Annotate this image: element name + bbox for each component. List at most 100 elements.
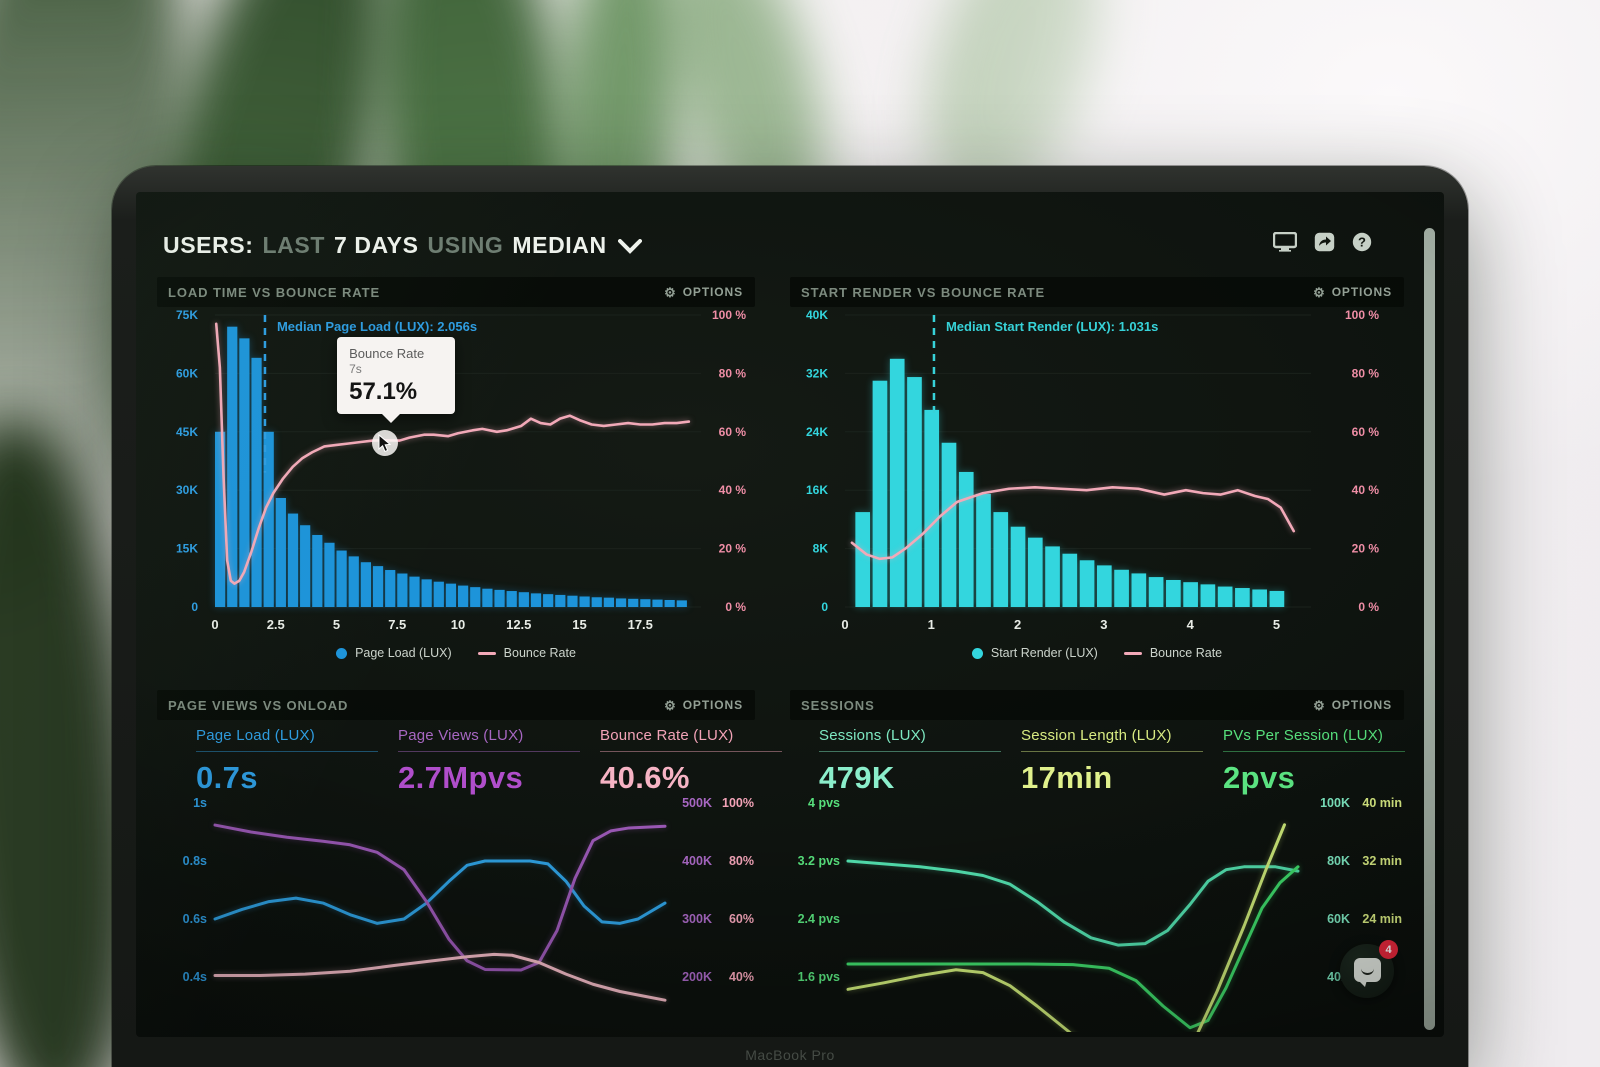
panel-header-start-render: START RENDER VS BOUNCE RATE ⚙ OPTIONS bbox=[790, 277, 1404, 307]
chat-unread-badge: 4 bbox=[1379, 940, 1398, 959]
svg-text:60 %: 60 % bbox=[1352, 425, 1380, 439]
svg-text:17.5: 17.5 bbox=[628, 617, 653, 632]
svg-text:0: 0 bbox=[211, 617, 218, 632]
options-button[interactable]: ⚙ OPTIONS bbox=[664, 697, 743, 713]
svg-text:0.6s: 0.6s bbox=[183, 912, 207, 926]
metric-value: 17min bbox=[1021, 760, 1113, 795]
metric-label: Sessions (LUX) bbox=[819, 727, 927, 744]
svg-text:60%: 60% bbox=[729, 912, 754, 926]
legend-label: Bounce Rate bbox=[1149, 646, 1223, 660]
panel-title: PAGE VIEWS VS ONLOAD bbox=[168, 697, 349, 713]
gear-icon: ⚙ bbox=[1313, 284, 1326, 300]
share-icon[interactable] bbox=[1314, 232, 1335, 252]
svg-text:80%: 80% bbox=[729, 854, 754, 868]
svg-text:4 pvs: 4 pvs bbox=[808, 796, 840, 810]
metrics-sessions-panel: Sessions (LUX) 479K Session Length (LUX) 17… bbox=[819, 727, 1409, 795]
svg-text:45K: 45K bbox=[176, 425, 198, 439]
chart-page-views-vs-onload: 1s 500K 100% 0.8s 400K 80% 0.6s 300K 60% 0.4s 200K… bbox=[157, 795, 755, 1032]
display-icon[interactable] bbox=[1273, 232, 1297, 252]
laptop-brand-label: MacBook Pro bbox=[745, 1047, 835, 1063]
multiline-plot: 4 pvs 100K 40 min 3.2 pvs 80K 32 min 2.4 pvs 60… bbox=[798, 796, 1402, 1032]
svg-text:100 %: 100 % bbox=[712, 308, 746, 322]
legend-swatch bbox=[477, 651, 496, 655]
panel-header-page-views: PAGE VIEWS VS ONLOAD ⚙ OPTIONS bbox=[157, 690, 755, 720]
metric-value: 40.6% bbox=[600, 760, 690, 795]
chevron-down-icon bbox=[617, 239, 642, 254]
svg-text:1.6 pvs: 1.6 pvs bbox=[798, 970, 840, 984]
gear-icon: ⚙ bbox=[664, 697, 677, 713]
svg-text:80 %: 80 % bbox=[1352, 366, 1380, 380]
svg-text:60K: 60K bbox=[176, 366, 198, 380]
chat-widget-button[interactable]: 4 bbox=[1340, 940, 1398, 998]
title-segment: 7 DAYS bbox=[333, 231, 419, 258]
svg-text:2.4 pvs: 2.4 pvs bbox=[798, 912, 840, 926]
vertical-scrollbar[interactable] bbox=[1424, 228, 1435, 1030]
svg-text:15K: 15K bbox=[176, 542, 198, 556]
gear-icon: ⚙ bbox=[664, 284, 677, 300]
svg-text:75K: 75K bbox=[176, 308, 198, 322]
dashboard-screen: USERS: LAST 7 DAYS USING MEDIAN ? bbox=[136, 192, 1444, 1037]
svg-text:80 %: 80 % bbox=[719, 366, 747, 380]
metric-value: 0.7s bbox=[196, 760, 258, 795]
series-line bbox=[213, 859, 667, 925]
series-line bbox=[846, 865, 1300, 1030]
bounce-rate-line bbox=[214, 322, 691, 585]
options-button[interactable]: ⚙ OPTIONS bbox=[1313, 284, 1392, 300]
bounce-rate-line bbox=[850, 485, 1296, 561]
svg-text:15: 15 bbox=[572, 617, 586, 632]
histogram-plot: 75K 60K 45K 30K 15K 0 100 % 80 % 60 % 40 % 20 % 0 %… bbox=[176, 308, 747, 632]
svg-text:60K: 60K bbox=[1327, 912, 1350, 926]
svg-text:0.8s: 0.8s bbox=[183, 854, 207, 868]
metric-card: PVs Per Session (LUX) 2pvs bbox=[1223, 727, 1405, 796]
svg-text:12.5: 12.5 bbox=[506, 617, 531, 632]
svg-text:5: 5 bbox=[1273, 617, 1280, 632]
gear-icon: ⚙ bbox=[1313, 697, 1326, 713]
svg-text:16K: 16K bbox=[806, 483, 828, 497]
svg-text:40 %: 40 % bbox=[719, 483, 747, 497]
svg-text:?: ? bbox=[1358, 235, 1366, 250]
svg-text:200K: 200K bbox=[682, 970, 712, 984]
tooltip-x-value: 7s bbox=[349, 362, 362, 377]
svg-text:0.4s: 0.4s bbox=[183, 970, 207, 984]
svg-text:30K: 30K bbox=[176, 483, 198, 497]
svg-text:100 %: 100 % bbox=[1345, 308, 1379, 322]
legend-label: Page Load (LUX) bbox=[355, 646, 452, 660]
svg-text:60 %: 60 % bbox=[719, 425, 747, 439]
legend-swatch bbox=[1123, 651, 1142, 655]
metric-value: 2pvs bbox=[1223, 760, 1296, 795]
panel-title: LOAD TIME VS BOUNCE RATE bbox=[168, 284, 381, 300]
svg-text:400K: 400K bbox=[682, 854, 712, 868]
chart-start-render-vs-bounce-rate: 40K 32K 24K 16K 8K 0 100 % 80 % 60 % 40 % 20 % 0 % M… bbox=[790, 308, 1404, 665]
histogram-bars bbox=[215, 326, 687, 607]
svg-text:20 %: 20 % bbox=[719, 542, 747, 556]
options-button[interactable]: ⚙ OPTIONS bbox=[1313, 697, 1392, 713]
help-icon[interactable]: ? bbox=[1352, 232, 1372, 252]
dashboard-title-dropdown[interactable]: USERS: LAST 7 DAYS USING MEDIAN bbox=[163, 228, 642, 262]
title-segment: USING bbox=[427, 231, 504, 258]
svg-text:8K: 8K bbox=[813, 542, 829, 556]
panel-title: START RENDER VS BOUNCE RATE bbox=[801, 284, 1046, 300]
title-segment: MEDIAN bbox=[512, 231, 607, 258]
title-segment: USERS: bbox=[163, 231, 254, 258]
metric-value: 479K bbox=[819, 760, 895, 795]
svg-text:0 %: 0 % bbox=[1358, 600, 1379, 614]
legend-label: Start Render (LUX) bbox=[990, 646, 1098, 660]
tooltip-value: 57.1% bbox=[349, 378, 418, 406]
panel-header-load-time: LOAD TIME VS BOUNCE RATE ⚙ OPTIONS bbox=[157, 277, 755, 307]
metric-card: Session Length (LUX) 17min bbox=[1021, 727, 1203, 796]
svg-text:0: 0 bbox=[841, 617, 848, 632]
svg-text:0: 0 bbox=[821, 600, 828, 614]
svg-text:24 min: 24 min bbox=[1362, 912, 1402, 926]
svg-text:Median Page Load (LUX): 2.056s: Median Page Load (LUX): 2.056s bbox=[277, 319, 477, 334]
svg-text:100K: 100K bbox=[1320, 796, 1350, 810]
chart-sessions: 4 pvs 100K 40 min 3.2 pvs 80K 32 min 2.4 pvs 60… bbox=[790, 795, 1404, 1032]
histogram-bars bbox=[855, 358, 1285, 607]
panel-title: SESSIONS bbox=[801, 697, 875, 713]
metric-label: Page Views (LUX) bbox=[398, 727, 524, 744]
svg-text:80K: 80K bbox=[1327, 854, 1350, 868]
options-button[interactable]: ⚙ OPTIONS bbox=[664, 284, 743, 300]
chart-load-time-vs-bounce-rate: 75K 60K 45K 30K 15K 0 100 % 80 % 60 % 40 % 20 % 0 %… bbox=[157, 308, 755, 665]
svg-text:40 %: 40 % bbox=[1352, 483, 1380, 497]
svg-text:32 min: 32 min bbox=[1362, 854, 1402, 868]
svg-text:500K: 500K bbox=[682, 796, 712, 810]
